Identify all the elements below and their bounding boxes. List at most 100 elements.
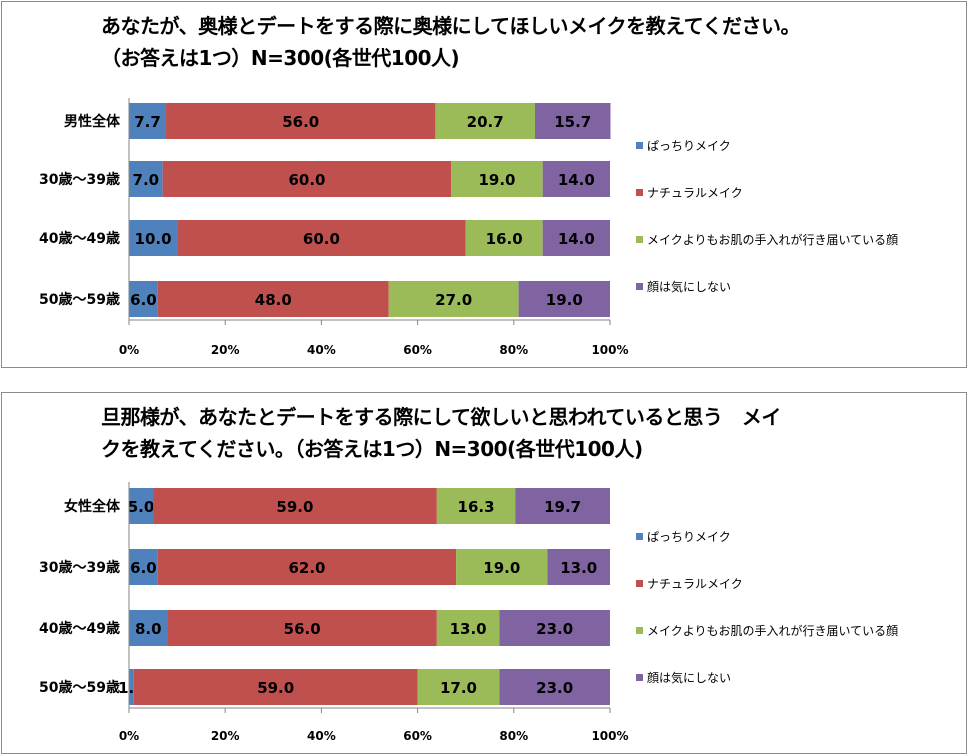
data-label: 6.0 bbox=[130, 559, 157, 577]
bar-segment bbox=[417, 669, 500, 705]
legend-item: ナチュラルメイク bbox=[636, 575, 743, 591]
bar-segment bbox=[129, 161, 163, 197]
x-tick-label: 100% bbox=[591, 729, 628, 743]
data-label: 17.0 bbox=[440, 679, 477, 697]
legend-label: 顔は気にしない bbox=[647, 670, 732, 685]
bar-segment bbox=[157, 549, 457, 585]
data-label: 56.0 bbox=[282, 113, 319, 131]
legend-label: ぱっちりメイク bbox=[647, 529, 731, 544]
legend-item: 顔は気にしない bbox=[636, 278, 731, 294]
category-label: 40歳～49歳 bbox=[39, 620, 120, 637]
legend-swatch bbox=[636, 282, 643, 290]
data-label: 13.0 bbox=[560, 559, 597, 577]
data-label: 16.0 bbox=[486, 230, 523, 248]
bar-segment bbox=[456, 549, 548, 585]
data-label: 23.0 bbox=[536, 679, 573, 697]
bar-segment bbox=[129, 281, 158, 317]
data-label: 19.0 bbox=[546, 291, 583, 309]
bar-segment bbox=[153, 488, 437, 524]
legend-swatch bbox=[636, 626, 643, 634]
category-label: 30歳～39歳 bbox=[39, 559, 120, 576]
data-label: 16.3 bbox=[458, 498, 495, 516]
bar-segment bbox=[534, 103, 611, 139]
x-tick-label: 60% bbox=[403, 729, 432, 743]
data-label: 7.7 bbox=[134, 113, 161, 131]
data-label: 23.0 bbox=[536, 620, 573, 638]
bar-segment bbox=[167, 610, 437, 646]
bar-segment bbox=[129, 549, 158, 585]
legend-item: メイクよりもお肌の手入れが行き届いている顔 bbox=[636, 231, 898, 247]
data-label: 5.0 bbox=[128, 498, 155, 516]
legend-label: 顔は気にしない bbox=[647, 279, 732, 294]
data-label: 7.0 bbox=[133, 171, 160, 189]
bar-segment bbox=[518, 281, 610, 317]
data-label: 56.0 bbox=[284, 620, 321, 638]
x-tick-label: 60% bbox=[403, 343, 432, 357]
bar-segment bbox=[451, 161, 543, 197]
stacked-bar-chart: 男性全体 7.7 56.0 20.7 15.7 30歳～39歳 7.0 60.0 19.0 14.… bbox=[39, 98, 629, 357]
data-label: 60.0 bbox=[288, 171, 325, 189]
legend-swatch bbox=[636, 532, 643, 540]
data-label: 19.0 bbox=[483, 559, 520, 577]
data-label: 13.0 bbox=[450, 620, 487, 638]
bar-segment bbox=[162, 161, 452, 197]
legend-label: ぱっちりメイク bbox=[647, 138, 731, 153]
bar-segment bbox=[129, 220, 178, 256]
bar-segment bbox=[129, 103, 167, 139]
x-tick-label: 20% bbox=[211, 343, 240, 357]
bar-segment bbox=[177, 220, 466, 256]
x-tick-label: 40% bbox=[307, 729, 336, 743]
bar-segment bbox=[129, 488, 154, 524]
data-label: 27.0 bbox=[435, 291, 472, 309]
data-label: 48.0 bbox=[255, 291, 292, 309]
category-label: 50歳～59歳 bbox=[39, 679, 120, 696]
chart-title-line1: あなたが、奥様とデートをする際に奥様にしてほしいメイクを教えてください。 bbox=[101, 14, 801, 38]
chart-panel-husbands: あなたが、奥様とデートをする際に奥様にしてほしいメイクを教えてください。 （お答… bbox=[1, 1, 967, 368]
bar-segment bbox=[388, 281, 519, 317]
chart-panel-wives: 旦那様が、あなたとデートをする際にして欲しいと思われていると思う メイ クを教え… bbox=[1, 392, 967, 754]
stacked-bar-chart: 女性全体 5.0 59.0 16.3 19.7 30歳～39歳 6.0 62.0 19.0 13.… bbox=[39, 482, 629, 743]
bar-segment bbox=[542, 220, 610, 256]
bar-segment bbox=[129, 669, 134, 705]
data-label: 15.7 bbox=[554, 113, 591, 131]
data-label: 19.0 bbox=[478, 171, 515, 189]
legend-label: メイクよりもお肌の手入れが行き届いている顔 bbox=[647, 232, 899, 247]
data-label: 59.0 bbox=[257, 679, 294, 697]
chart-title: 旦那様が、あなたとデートをする際にして欲しいと思われていると思う メイ クを教え… bbox=[101, 401, 781, 465]
category-label: 30歳～39歳 bbox=[39, 171, 120, 188]
data-label: 62.0 bbox=[288, 559, 325, 577]
legend-swatch bbox=[636, 235, 643, 243]
data-label: 19.7 bbox=[544, 498, 581, 516]
bar-segment bbox=[133, 669, 418, 705]
x-tick-label: 20% bbox=[211, 729, 240, 743]
data-label: 14.0 bbox=[558, 230, 595, 248]
category-label: 50歳～59歳 bbox=[39, 291, 120, 308]
legend-item: 顔は気にしない bbox=[636, 669, 731, 685]
bar-segment bbox=[515, 488, 610, 524]
data-label: 59.0 bbox=[276, 498, 313, 516]
legend-swatch bbox=[636, 579, 643, 587]
bar-segment bbox=[166, 103, 436, 139]
category-label: 男性全体 bbox=[64, 113, 121, 130]
legend-swatch bbox=[636, 141, 643, 149]
bar-segment bbox=[436, 488, 516, 524]
data-label: 60.0 bbox=[303, 230, 340, 248]
legend-item: ナチュラルメイク bbox=[636, 184, 743, 200]
x-tick-label: 40% bbox=[307, 343, 336, 357]
legend-item: ぱっちりメイク bbox=[636, 137, 731, 153]
legend-swatch bbox=[636, 188, 643, 196]
bar-segment bbox=[129, 610, 168, 646]
data-label: 10.0 bbox=[135, 230, 172, 248]
bar-segment bbox=[157, 281, 389, 317]
legend-swatch bbox=[636, 673, 643, 681]
data-label: 14.0 bbox=[558, 171, 595, 189]
bar-segment bbox=[465, 220, 543, 256]
category-label: 40歳～49歳 bbox=[39, 230, 120, 247]
chart-title-line2: （お答えは1つ）N=300(各世代100人) bbox=[101, 46, 460, 70]
legend-label: ナチュラルメイク bbox=[647, 576, 743, 591]
x-tick-label: 80% bbox=[499, 729, 528, 743]
bar-segment bbox=[499, 669, 610, 705]
data-label: 20.7 bbox=[467, 113, 504, 131]
x-tick-label: 80% bbox=[499, 343, 528, 357]
x-tick-label: 100% bbox=[591, 343, 628, 357]
